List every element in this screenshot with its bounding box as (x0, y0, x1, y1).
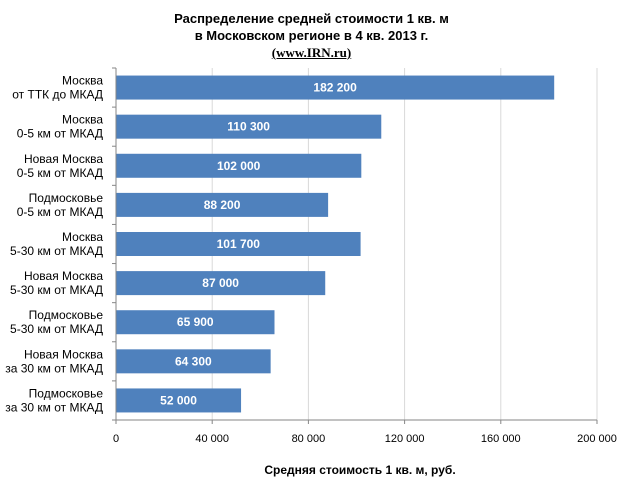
chart-title: Распределение средней стоимости 1 кв. м … (0, 10, 623, 61)
chart-title-line-2: в Московском регионе в 4 кв. 2013 г. (194, 28, 429, 43)
bar-5 (116, 271, 326, 296)
category-label-0: Москва от ТТК до МКАД (12, 74, 103, 102)
x-tick-label-3: 120 000 (385, 433, 425, 445)
data-label-4: 101 700 (217, 237, 261, 251)
bar-7 (116, 349, 271, 374)
chart-title-line-1: Распределение средней стоимости 1 кв. м (174, 11, 449, 26)
bar-6 (116, 310, 275, 335)
data-label-6: 65 900 (177, 315, 214, 329)
data-label-7: 64 300 (175, 354, 212, 368)
bar-1 (116, 114, 382, 139)
category-label-7: Новая Москва за 30 км от МКАД (5, 347, 103, 375)
category-label-4: Москва 5-30 км от МКАД (10, 230, 103, 258)
data-label-0: 182 200 (313, 81, 357, 95)
bar-4 (116, 232, 361, 256)
chart-title-source: (www.IRN.ru) (271, 45, 352, 60)
bar-3 (116, 192, 329, 217)
data-label-5: 87 000 (202, 276, 239, 290)
category-label-2: Новая Москва 0-5 км от МКАД (17, 152, 104, 180)
category-label-5: Новая Москва 5-30 км от МКАД (10, 269, 103, 297)
data-label-2: 102 000 (217, 159, 261, 173)
bar-0 (116, 75, 555, 100)
data-label-8: 52 000 (160, 393, 197, 407)
category-label-6: Подмосковье 5-30 км от МКАД (10, 308, 103, 336)
data-label-1: 110 300 (227, 120, 270, 134)
x-tick-label-2: 80 000 (292, 433, 326, 445)
category-label-8: Подмосковье за 30 км от МКАД (5, 386, 103, 414)
category-label-3: Подмосковье 0-5 км от МКАД (17, 191, 104, 219)
bar-8 (116, 388, 242, 413)
x-tick-label-1: 40 000 (195, 433, 229, 445)
x-tick-label-0: 0 (113, 433, 119, 445)
bar-2 (116, 153, 362, 178)
x-axis-title: Средняя стоимость 1 кв. м, руб. (264, 463, 455, 477)
category-label-1: Москва 0-5 км от МКАД (17, 113, 104, 141)
x-tick-label-4: 160 000 (481, 433, 521, 445)
data-label-3: 88 200 (204, 198, 241, 212)
x-tick-label-5: 200 000 (577, 433, 617, 445)
